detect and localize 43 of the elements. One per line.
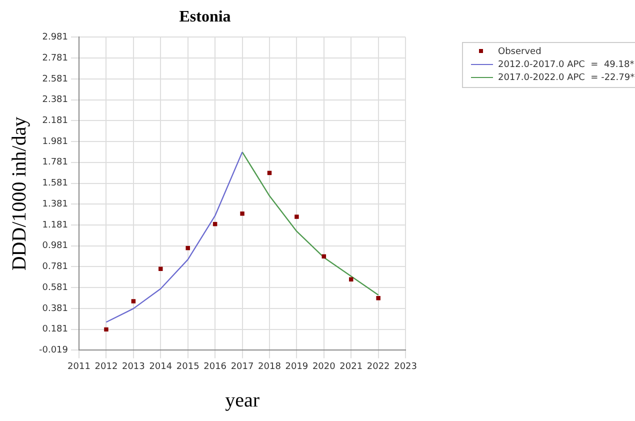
point	[240, 212, 244, 216]
y-tick-label: 0.581	[42, 282, 68, 293]
y-tick-label: 2.781	[42, 53, 68, 64]
point	[131, 299, 136, 304]
y-axis-title: DDD/1000 inh/day	[8, 116, 30, 271]
x-tick-label: 2022	[366, 362, 390, 372]
x-tick-label: 2011	[68, 362, 90, 372]
point	[158, 266, 163, 272]
y-tick-label: 1.181	[42, 220, 68, 230]
y-tick-label: 0.381	[42, 304, 68, 314]
y-tick-label: 2.581	[42, 74, 68, 84]
legend-label: 2017.0-2022.0 APC = -22.79*	[498, 72, 635, 82]
x-tick-label: 2013	[122, 362, 145, 372]
x-tick-label: 2020	[312, 362, 336, 372]
x-tick-label: 2015	[176, 362, 200, 372]
y-tick-label: 0.981	[42, 241, 68, 252]
y-tick-label: 0.781	[42, 262, 68, 272]
point	[186, 246, 190, 250]
x-tick-label: 2017	[230, 362, 254, 372]
x-tick-label: 2019	[285, 362, 308, 372]
point	[104, 327, 108, 332]
y-tick-label: -0.019	[38, 346, 68, 356]
x-tick-label: 2012	[94, 362, 118, 372]
x-axis-title: year	[225, 389, 260, 412]
x-tick-label: 2018	[258, 362, 282, 372]
y-tick-label: 2.381	[42, 95, 68, 106]
y-tick-label: 1.981	[42, 136, 68, 147]
y-tick-label: 1.581	[42, 178, 68, 189]
x-tick-label: 2014	[149, 362, 172, 372]
chart-title: Estonia	[179, 8, 231, 26]
point	[294, 214, 299, 219]
y-tick-label: 0.181	[42, 324, 68, 335]
y-tick-label: 2.981	[42, 32, 68, 43]
point	[349, 277, 354, 282]
x-tick-label: 2023	[394, 362, 417, 372]
x-tick-label: 2021	[340, 362, 363, 372]
legend-label: Observed	[498, 46, 542, 56]
y-tick-label: 1.781	[42, 158, 68, 168]
y-tick-label: 2.181	[42, 116, 68, 126]
y-tick-label: 1.381	[42, 199, 68, 210]
point	[376, 296, 380, 300]
x-tick-label: 2016	[204, 362, 227, 372]
legend-label: 2012.0-2017.0 APC = 49.18*	[498, 60, 634, 70]
